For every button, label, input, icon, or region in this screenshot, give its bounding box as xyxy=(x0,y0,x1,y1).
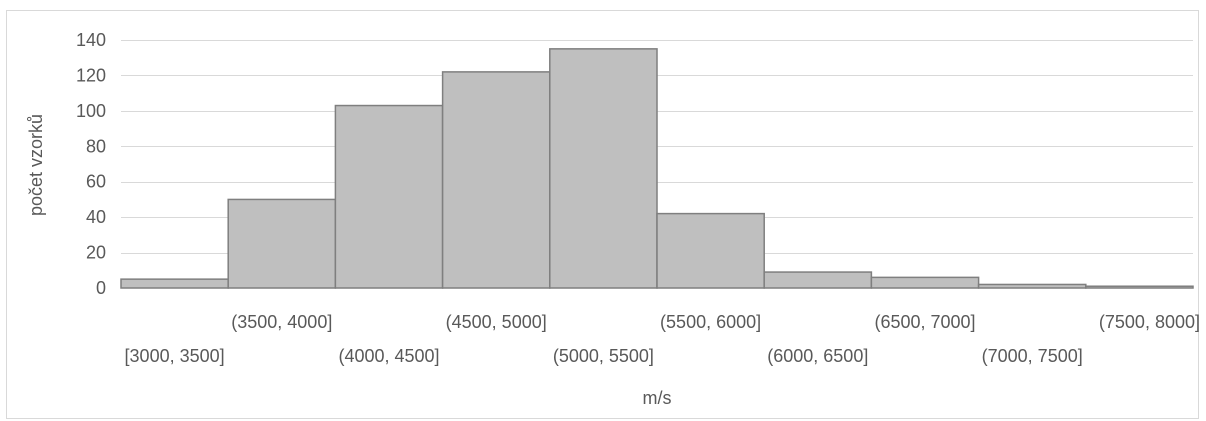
y-tick-label: 40 xyxy=(86,207,106,227)
x-tick-label: (4000, 4500] xyxy=(338,346,439,366)
x-tick-label: (5500, 6000] xyxy=(660,312,761,332)
histogram-bar xyxy=(763,271,873,289)
bars xyxy=(120,48,1194,289)
histogram-bar xyxy=(227,198,337,289)
histogram-bar xyxy=(1085,285,1194,289)
x-tick-label: [3000, 3500] xyxy=(125,346,225,366)
y-tick-label: 120 xyxy=(76,65,106,85)
histogram-bar xyxy=(656,212,765,289)
x-tick-label: (4500, 5000] xyxy=(446,312,547,332)
y-tick-label: 0 xyxy=(96,278,106,298)
chart-frame xyxy=(6,10,1199,419)
histogram-bar xyxy=(549,48,658,289)
y-tick-label: 20 xyxy=(86,243,106,263)
x-tick-label: (3500, 4000] xyxy=(231,312,332,332)
y-tick-label: 100 xyxy=(76,101,106,121)
x-tick-label: (5000, 5500] xyxy=(553,346,654,366)
y-axis-title: počet vzorků xyxy=(26,114,46,216)
x-tick-label: (6000, 6500] xyxy=(767,346,868,366)
histogram-bar xyxy=(870,276,980,289)
y-tick-label: 60 xyxy=(86,172,106,192)
y-tick-label: 80 xyxy=(86,136,106,156)
y-tick-label: 140 xyxy=(76,30,106,50)
x-tick-label: (7000, 7500] xyxy=(982,346,1083,366)
x-tick-label: (6500, 7000] xyxy=(874,312,975,332)
x-axis-title: m/s xyxy=(643,388,672,408)
x-tick-labels: [3000, 3500] (3500, 4000] (4000, 4500] (450… xyxy=(125,312,1200,366)
histogram-bar xyxy=(120,278,229,289)
x-tick-label: (7500, 8000] xyxy=(1099,312,1200,332)
histogram-bar xyxy=(334,104,444,289)
histogram-bar xyxy=(977,283,1087,289)
histogram-bar xyxy=(441,71,551,289)
y-tick-labels: 0 20 40 60 80 100 120 140 xyxy=(76,30,106,298)
